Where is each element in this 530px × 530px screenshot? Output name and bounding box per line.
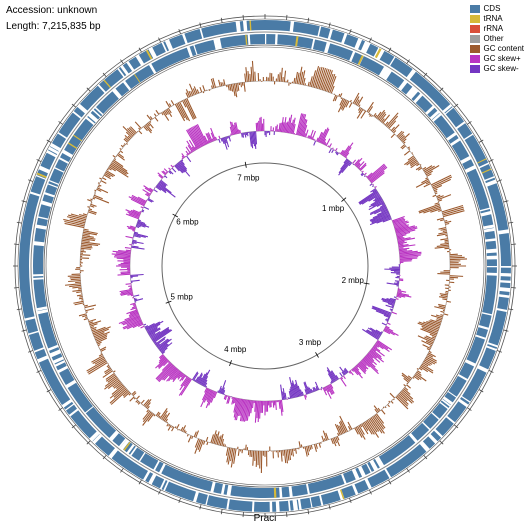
circular-plot: 1 mbp 2 mbp 3 mbp 4 mbp 5 mbp 6 mbp 7 mbp (0, 0, 530, 530)
mbp-label: 2 mbp (342, 276, 365, 285)
genome-circular-map: Accession: unknown Length: 7,215,835 bp … (0, 0, 530, 530)
mbp-label: 6 mbp (176, 217, 199, 226)
mbp-label: 4 mbp (224, 345, 247, 354)
mbp-label: 1 mbp (322, 204, 345, 213)
mbp-label: 5 mbp (171, 292, 194, 301)
mbp-label: 7 mbp (237, 174, 260, 183)
organism-name: Praci (0, 513, 530, 524)
mbp-label: 3 mbp (299, 338, 322, 347)
